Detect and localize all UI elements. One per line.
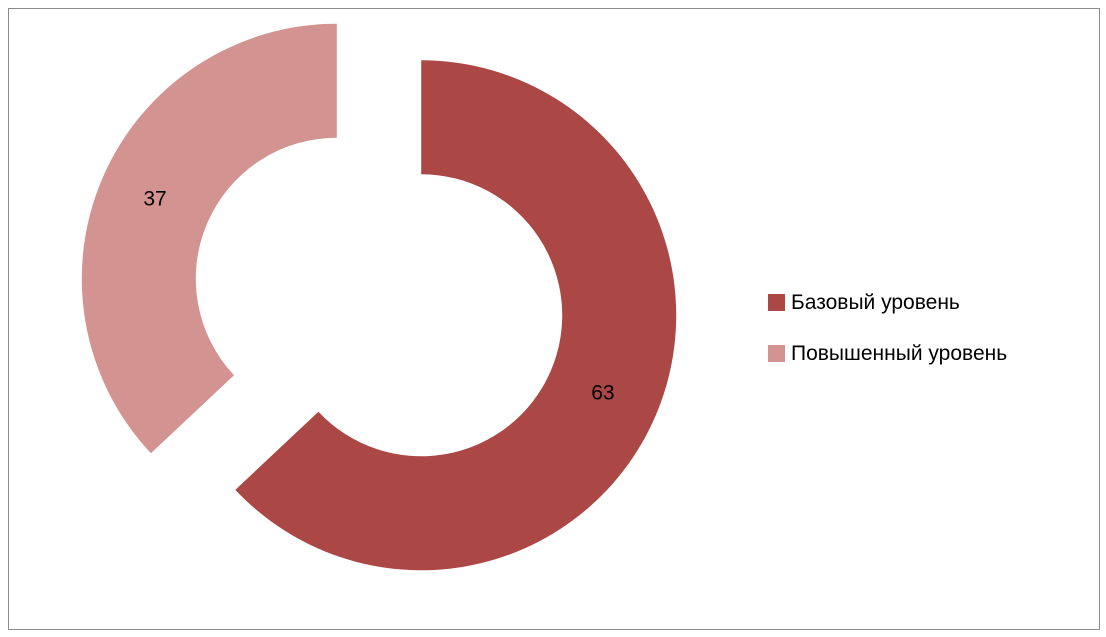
donut-chart: 63 37 [81, 23, 677, 571]
legend: Базовый уровень Повышенный уровень [768, 288, 1007, 390]
legend-item-2: Повышенный уровень [768, 339, 1007, 368]
legend-item-1: Базовый уровень [768, 288, 1007, 317]
legend-swatch [768, 345, 785, 362]
legend-swatch [768, 294, 785, 311]
legend-label: Повышенный уровень [791, 341, 1008, 365]
donut-slice-1 [235, 60, 677, 571]
legend-label: Базовый уровень [791, 290, 960, 314]
donut-slice-2 [81, 23, 337, 454]
data-label-1: 63 [591, 381, 614, 404]
chart-area: 63 37 Базовый уровень Повышенный уровень [8, 8, 1100, 630]
data-label-2: 37 [143, 188, 166, 211]
